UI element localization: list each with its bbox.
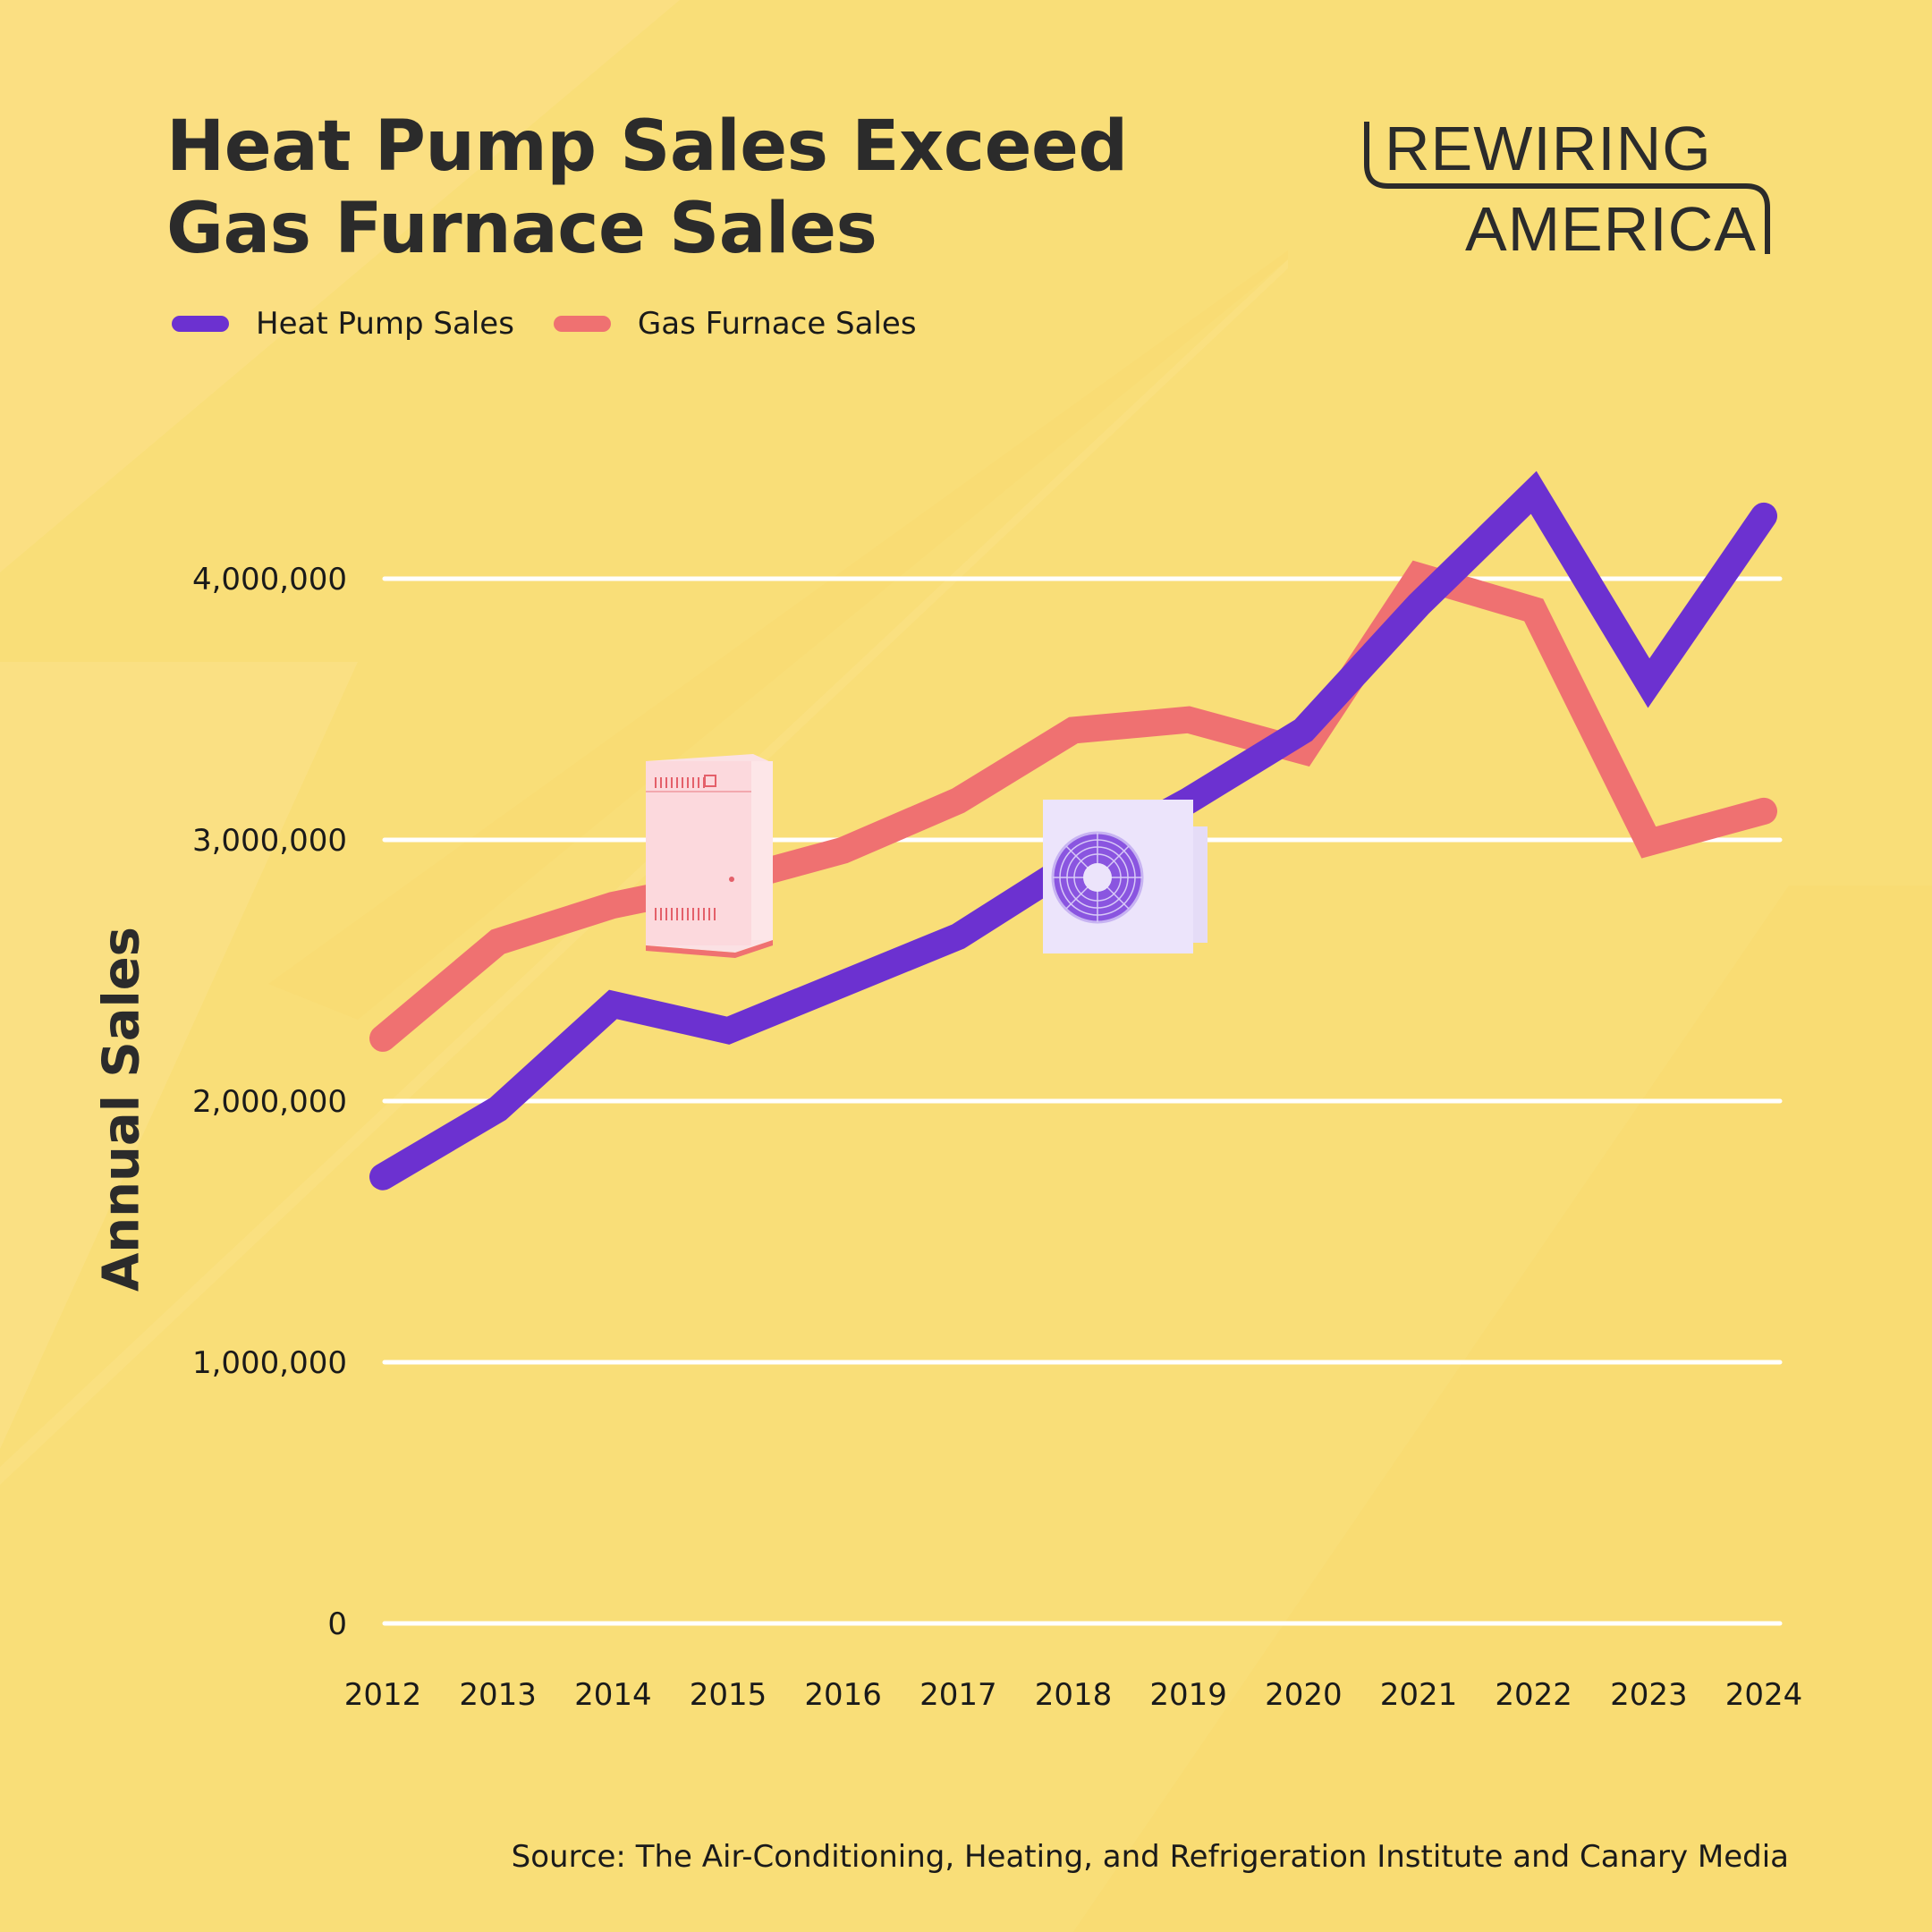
x-tick-label: 2017 [919,1677,997,1713]
gridlines [382,576,1783,1626]
heat-pump-illustration [1043,800,1208,953]
logo-text-rewiring: REWIRING [1385,114,1712,183]
title-line-2: Gas Furnace Sales [166,189,877,269]
x-tick-label: 2021 [1380,1677,1458,1713]
legend: Heat Pump Sales Gas Furnace Sales [172,306,956,342]
legend-item-gas-furnace: Gas Furnace Sales [553,306,917,342]
illustrations [646,754,1208,958]
chart-title: Heat Pump Sales Exceed Gas Furnace Sales [166,106,1128,270]
gas-furnace-illustration [646,754,773,958]
y-tick-labels: 0 1,000,000 2,000,000 3,000,000 4,000,000 [192,562,347,1642]
y-tick-label: 4,000,000 [192,562,347,597]
x-tick-label: 2022 [1495,1677,1572,1713]
x-tick-label: 2015 [690,1677,767,1713]
legend-label-heat-pump: Heat Pump Sales [256,306,514,342]
x-tick-label: 2018 [1035,1677,1113,1713]
x-tick-label: 2023 [1610,1677,1688,1713]
legend-item-heat-pump: Heat Pump Sales [172,306,514,342]
legend-swatch-heat-pump [172,316,229,332]
x-tick-label: 2013 [459,1677,537,1713]
x-tick-label: 2012 [344,1677,422,1713]
y-tick-label: 1,000,000 [192,1345,347,1381]
logo-wire-icon [1364,122,1770,254]
title-line-1: Heat Pump Sales Exceed [166,106,1128,187]
x-tick-label: 2014 [574,1677,652,1713]
x-tick-label: 2024 [1725,1677,1803,1713]
legend-label-gas-furnace: Gas Furnace Sales [637,306,917,342]
y-tick-label: 3,000,000 [192,823,347,859]
x-tick-label: 2016 [804,1677,882,1713]
y-tick-label: 2,000,000 [192,1084,347,1120]
legend-swatch-gas-furnace [553,316,611,332]
x-tick-labels: 2012 2013 2014 2015 2016 2017 2018 2019 2020 2021… [344,1677,1803,1713]
logo-text-america: AMERICA [1465,194,1757,264]
x-tick-label: 2020 [1265,1677,1343,1713]
rewiring-america-logo: REWIRING AMERICA [1361,113,1780,264]
x-tick-label: 2019 [1149,1677,1227,1713]
y-tick-label: 0 [327,1606,347,1642]
source-note: Source: The Air-Conditioning, Heating, a… [511,1839,1789,1875]
